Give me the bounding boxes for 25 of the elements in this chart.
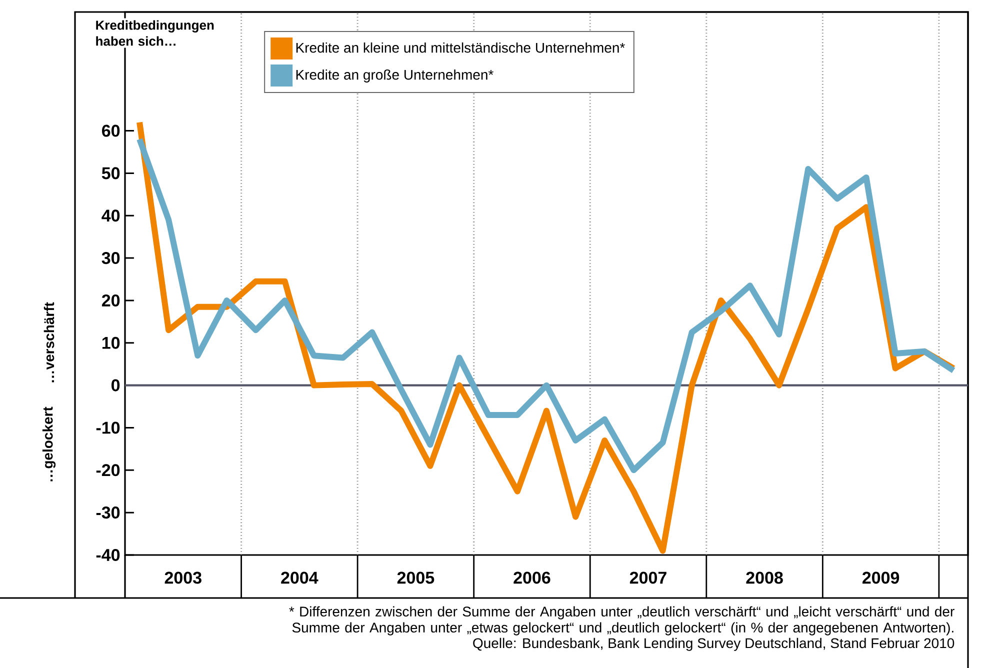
x-tick-label: 2006: [514, 572, 550, 584]
x-tick-label: 2004: [281, 572, 318, 584]
x-tick-label: 2003: [164, 572, 202, 584]
y-axis-title: Kreditbedingungen haben sich…: [96, 20, 214, 46]
y-tick-label: -40: [96, 548, 120, 562]
legend-label: Kredite an große Unternehmen*: [296, 69, 494, 82]
text: …gelockert: [42, 406, 56, 482]
legend-label: Kredite an kleine und mittelständische Unternehmen*: [296, 42, 625, 53]
x-tick-label: 2009: [862, 572, 900, 584]
text: …verschärft: [44, 302, 54, 382]
text: * Differenzen zwischen der Summe der Angaben unter „deutlich verschärft“ und „leicht verschärft“ und der Summe der Angaben unter „etwas gelockert“ und „deutlich gelockert“ (in % der angegebenen Antworten).: [289, 606, 954, 636]
y-tick-label: 10: [102, 336, 120, 349]
source-note: Quelle: Bundesbank, Bank Lending Survey Deutschland, Stand Februar 2010: [473, 638, 954, 651]
y-tick-label: 30: [102, 252, 120, 264]
y-tick-label: -30: [96, 506, 120, 519]
y-tick-label: 40: [102, 210, 120, 222]
x-tick-label: 2008: [746, 572, 783, 584]
y-tick-label: 50: [102, 167, 120, 180]
y-tick-label: -10: [96, 422, 120, 434]
y-tick-label: 0: [112, 379, 120, 392]
y-tick-label: 20: [102, 294, 120, 306]
x-tick-label: 2005: [397, 572, 434, 584]
y-tick-label: 60: [102, 124, 120, 137]
y-tick-label: -20: [96, 464, 120, 476]
x-tick-label: 2007: [630, 572, 666, 584]
